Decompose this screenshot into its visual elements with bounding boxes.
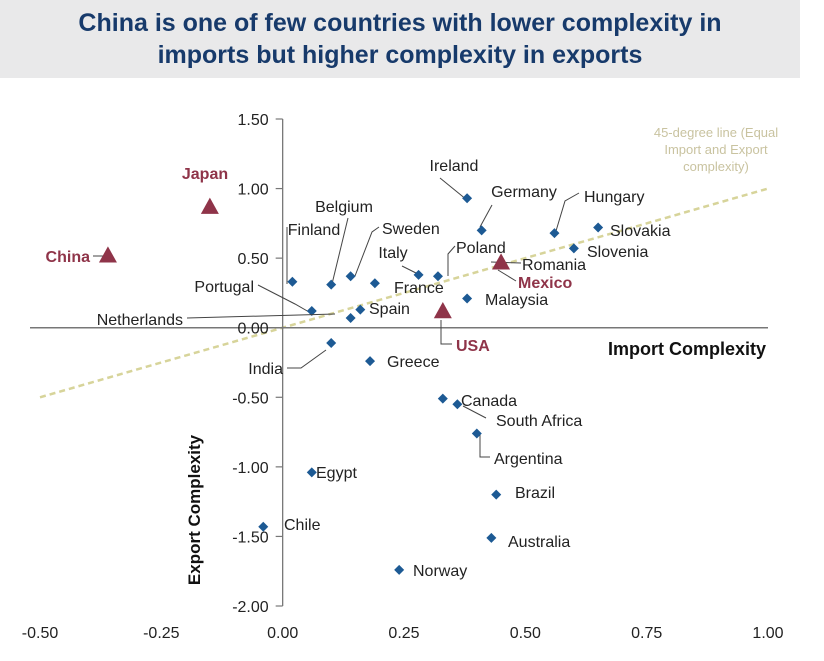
leader-line-usa xyxy=(440,320,452,345)
point-portugal xyxy=(306,306,317,317)
point-malaysia xyxy=(462,293,473,304)
point-label-slovenia: Slovenia xyxy=(587,244,648,261)
point-italy xyxy=(413,269,424,280)
point-canada xyxy=(437,393,448,404)
y-tick-label: -1.50 xyxy=(232,529,269,546)
point-norway xyxy=(394,564,405,575)
point-label-ireland: Ireland xyxy=(430,158,479,175)
point-label-finland: Finland xyxy=(288,222,340,239)
x-tick-label: 0.75 xyxy=(631,625,662,642)
y-tick-label: -2.00 xyxy=(232,599,269,616)
point-label-japan: Japan xyxy=(182,166,228,183)
point-mexico xyxy=(492,253,511,270)
point-india xyxy=(326,338,337,349)
point-label-norway: Norway xyxy=(413,563,467,580)
leader-line-sweden xyxy=(354,226,380,277)
point-label-netherlands: Netherlands xyxy=(97,312,183,329)
x-tick-label: -0.50 xyxy=(22,625,59,642)
leader-line-poland xyxy=(447,245,456,276)
point-label-canada: Canada xyxy=(461,393,517,410)
point-sweden xyxy=(345,271,356,282)
chart-title-line-1: China is one of few countries with lower… xyxy=(78,9,722,37)
point-japan xyxy=(200,197,219,214)
x-tick-label: 0.50 xyxy=(510,625,541,642)
point-label-poland: Poland xyxy=(456,240,506,257)
y-axis-title: Export Complexity xyxy=(185,434,204,585)
leader-line-belgium xyxy=(331,217,349,285)
point-egypt xyxy=(306,467,317,478)
point-label-germany: Germany xyxy=(491,184,557,201)
point-australia xyxy=(486,532,497,543)
point-slovakia xyxy=(593,222,604,233)
chart-title-line-2: imports but higher complexity in exports xyxy=(157,41,643,69)
point-label-italy: Italy xyxy=(378,245,407,262)
point-germany xyxy=(476,225,487,236)
point-netherlands xyxy=(345,312,356,323)
point-label-spain: Spain xyxy=(369,301,410,318)
leader-line-portugal xyxy=(257,284,310,313)
point-chile xyxy=(258,521,269,532)
point-label-hungary: Hungary xyxy=(584,189,644,206)
point-label-china: China xyxy=(46,249,91,266)
point-label-malaysia: Malaysia xyxy=(485,292,548,309)
leader-line-india xyxy=(287,349,327,369)
point-south-africa xyxy=(452,399,463,410)
point-label-greece: Greece xyxy=(387,354,440,371)
point-label-india: India xyxy=(248,361,283,378)
leader-line-hungary xyxy=(555,192,580,232)
point-china xyxy=(98,246,117,263)
point-label-chile: Chile xyxy=(284,517,321,534)
y-tick-label: -1.00 xyxy=(232,460,269,477)
point-belgium xyxy=(326,279,337,290)
point-label-brazil: Brazil xyxy=(515,485,555,502)
point-spain xyxy=(355,304,366,315)
reference-line-label-2: Import and Export xyxy=(664,142,768,157)
x-tick-label: -0.25 xyxy=(143,625,180,642)
point-label-south-africa: South Africa xyxy=(496,413,582,430)
leader-line-germany xyxy=(479,204,493,228)
reference-line-label-3: complexity) xyxy=(683,159,749,174)
leader-line-south-africa xyxy=(462,405,487,419)
point-label-slovakia: Slovakia xyxy=(610,223,671,240)
y-tick-label: 1.00 xyxy=(238,182,269,199)
point-poland xyxy=(432,271,443,282)
point-label-sweden: Sweden xyxy=(382,221,440,238)
x-tick-label: 0.25 xyxy=(388,625,419,642)
leader-line-netherlands xyxy=(186,313,336,319)
point-finland xyxy=(287,276,298,287)
reference-line-label-1: 45-degree line (Equal xyxy=(654,125,778,140)
point-label-australia: Australia xyxy=(508,534,570,551)
x-axis-title: Import Complexity xyxy=(608,339,766,359)
point-label-portugal: Portugal xyxy=(194,279,254,296)
y-tick-label: 0.50 xyxy=(238,251,269,268)
y-tick-label: -0.50 xyxy=(232,390,269,407)
leader-line-argentina xyxy=(479,434,490,458)
x-tick-label: 1.00 xyxy=(752,625,783,642)
point-label-egypt: Egypt xyxy=(316,465,357,482)
point-label-mexico: Mexico xyxy=(518,275,572,292)
y-tick-label: 0.00 xyxy=(238,321,269,338)
reference-line-45 xyxy=(39,187,769,399)
leader-line-mexico xyxy=(497,269,517,282)
y-tick-label: 1.50 xyxy=(238,112,269,129)
leader-line-italy xyxy=(401,265,419,275)
point-slovenia xyxy=(568,243,579,254)
point-argentina xyxy=(471,428,482,439)
leader-line-ireland xyxy=(439,177,468,201)
point-france xyxy=(369,278,380,289)
point-label-romania: Romania xyxy=(522,257,586,274)
point-label-belgium: Belgium xyxy=(315,199,373,216)
point-greece xyxy=(365,356,376,367)
point-label-usa: USA xyxy=(456,338,490,355)
point-ireland xyxy=(462,193,473,204)
point-label-france: France xyxy=(394,280,444,297)
point-label-argentina: Argentina xyxy=(494,451,563,468)
x-tick-label: 0.00 xyxy=(267,625,298,642)
point-usa xyxy=(433,302,452,319)
point-hungary xyxy=(549,228,560,239)
title-banner: China is one of few countries with lower… xyxy=(0,0,800,78)
point-brazil xyxy=(491,489,502,500)
